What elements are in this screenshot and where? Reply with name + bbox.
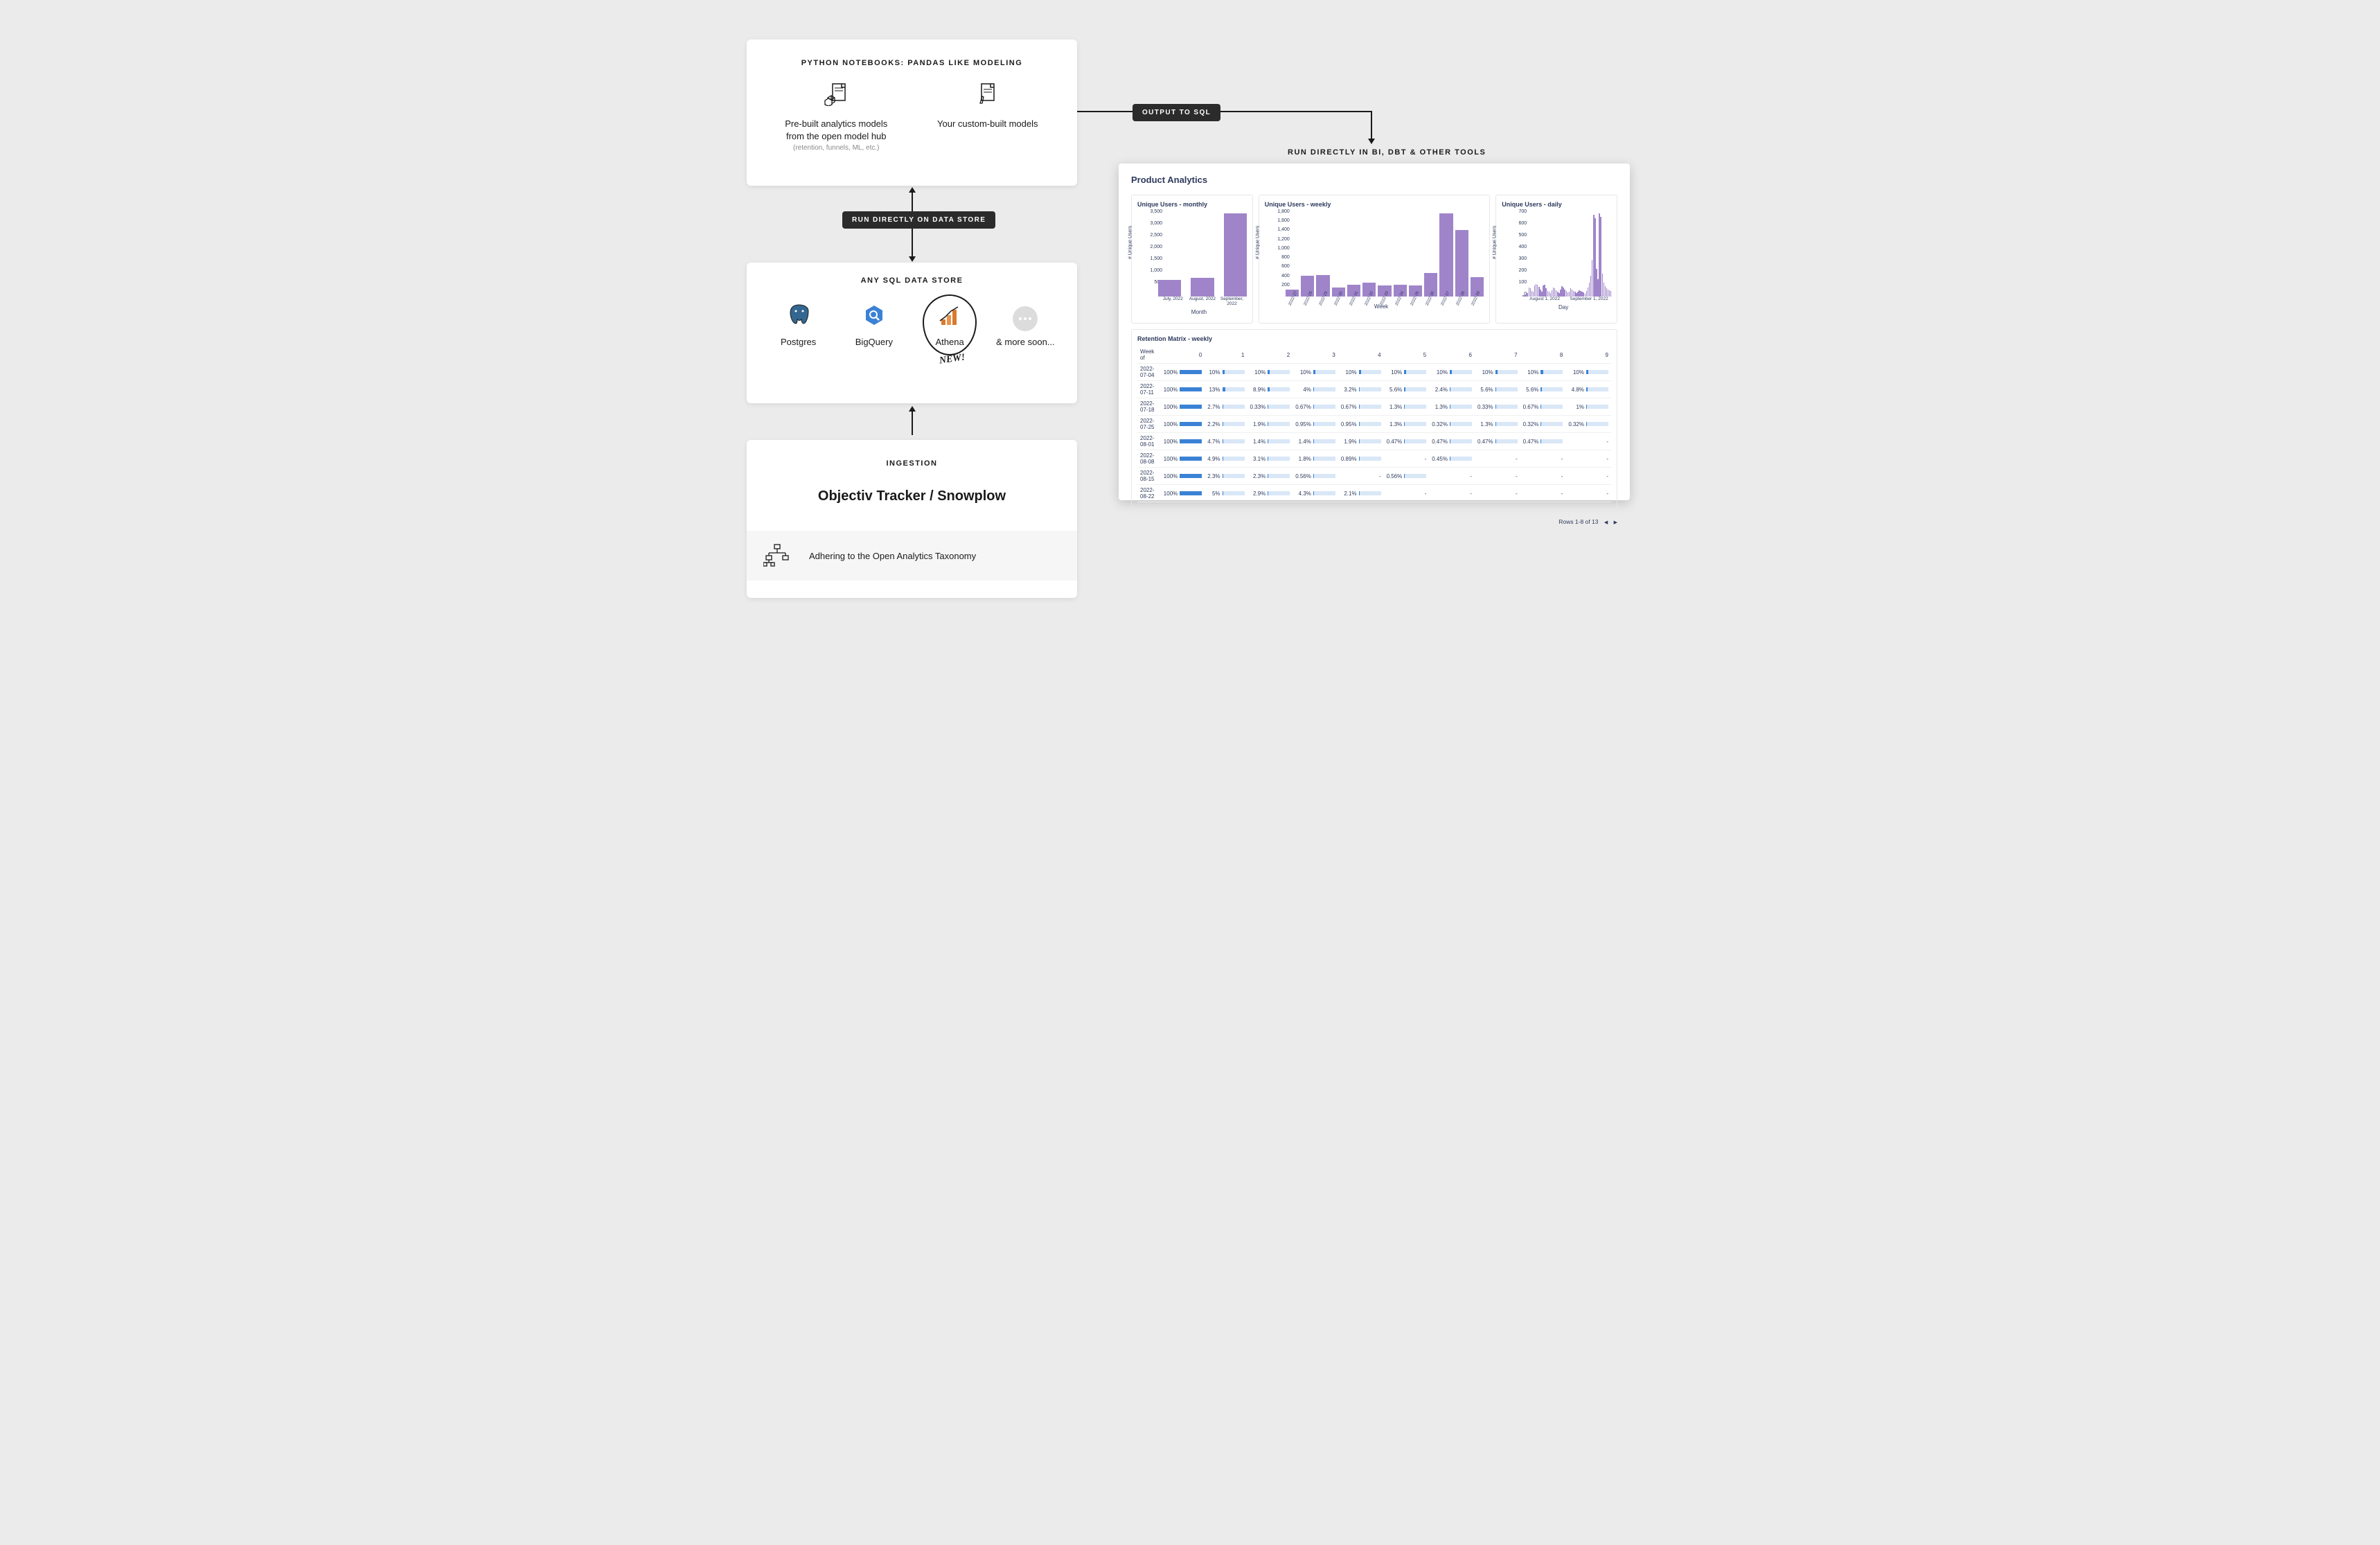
table-row: 2022-08-22100%5%2.9%4.3%2.1%----- <box>1137 485 1611 502</box>
ingestion-card: INGESTION Objectiv Tracker / Snowplow Ad… <box>747 440 1077 598</box>
table-row: 2022-07-11100%13%8.9%4%3.2%5.6%2.4%5.6%5… <box>1137 381 1611 398</box>
retention-body: 2022-07-04100%10%10%10%10%10%10%10%10%10… <box>1137 364 1611 502</box>
retention-table: Week of0123456789 2022-07-04100%10%10%10… <box>1137 346 1611 502</box>
bars-monthly <box>1158 213 1247 297</box>
taxonomy-text: Adhering to the Open Analytics Taxonomy <box>809 551 976 561</box>
table-row: 2022-08-01100%4.7%1.4%1.4%1.9%0.47%0.47%… <box>1137 433 1611 450</box>
store-bigquery: BigQuery <box>840 303 909 347</box>
taxonomy-row: Adhering to the Open Analytics Taxonomy <box>747 531 1077 581</box>
retention-header-row: Week of0123456789 <box>1137 346 1611 364</box>
bars-weekly <box>1286 213 1484 297</box>
output-sql-pill: OUTPUT TO SQL <box>1133 104 1220 121</box>
model-hub-icon <box>824 82 848 106</box>
arrow-store-down <box>909 256 916 262</box>
custom-text: Your custom-built models <box>918 118 1057 130</box>
arrow-ingest-head <box>909 406 916 412</box>
table-row: 2022-08-08100%4.9%3.1%1.8%0.89%-0.45%--- <box>1137 450 1611 468</box>
document-edit-icon <box>976 82 1000 106</box>
prebuilt-line2: from the open model hub <box>767 130 905 143</box>
tracker-title: Objectiv Tracker / Snowplow <box>761 488 1063 504</box>
chart-monthly: Unique Users - monthly # Unique Users 3,… <box>1131 195 1253 324</box>
prebuilt-models-col: Pre-built analytics models from the open… <box>767 82 905 152</box>
more-icon <box>1013 306 1038 331</box>
chart-weekly: Unique Users - weekly # Unique Users 1,8… <box>1259 195 1490 324</box>
custom-models-col: Your custom-built models <box>918 82 1057 152</box>
next-page-icon[interactable]: ▶ <box>1614 520 1617 525</box>
stores-card: ANY SQL DATA STORE Postgres BigQuery <box>747 263 1077 403</box>
prebuilt-line1: Pre-built analytics models <box>767 118 905 130</box>
table-row: 2022-07-25100%2.2%1.9%0.95%0.95%1.3%0.32… <box>1137 416 1611 433</box>
notebooks-card: PYTHON NOTEBOOKS: PANDAS LIKE MODELING P… <box>747 39 1077 186</box>
bars-daily <box>1522 213 1611 297</box>
taxonomy-icon <box>763 543 791 568</box>
x-labels-monthly: July, 2022August, 2022September, 2022 <box>1158 297 1247 306</box>
store-more: & more soon... <box>991 306 1060 347</box>
dashboard-card: Product Analytics Unique Users - monthly… <box>1119 164 1630 500</box>
architecture-diagram: PYTHON NOTEBOOKS: PANDAS LIKE MODELING P… <box>714 0 1666 618</box>
table-row: 2022-07-18100%2.7%0.33%0.67%0.67%1.3%1.3… <box>1137 398 1611 416</box>
ingestion-title: INGESTION <box>761 459 1063 468</box>
store-postgres: Postgres <box>764 303 833 347</box>
new-badge: NEW! <box>939 352 966 367</box>
store-athena: Athena NEW! <box>915 303 984 347</box>
x-labels-weekly: 2022-272022-282022-292022-302022-312022-… <box>1286 297 1484 301</box>
prev-page-icon[interactable]: ◀ <box>1604 520 1608 525</box>
chart-daily: Unique Users - daily # Unique Users 7006… <box>1495 195 1617 324</box>
arrow-store-up <box>909 187 916 193</box>
postgres-icon <box>786 303 811 328</box>
table-row: 2022-07-04100%10%10%10%10%10%10%10%10%10… <box>1137 364 1611 381</box>
stores-title: ANY SQL DATA STORE <box>761 276 1063 285</box>
rows-info: Rows 1-8 of 13 ◀ ▶ <box>1131 518 1617 525</box>
arrow-ingest-line <box>912 410 913 435</box>
bigquery-icon <box>862 303 887 328</box>
arrow-output-sql-h <box>1077 111 1371 112</box>
x-labels-daily: August 1, 2022September 1, 2022 <box>1522 297 1611 301</box>
run-on-store-pill: RUN DIRECTLY ON DATA STORE <box>842 211 995 229</box>
athena-icon <box>937 303 962 328</box>
notebooks-title: PYTHON NOTEBOOKS: PANDAS LIKE MODELING <box>761 59 1063 67</box>
arrow-output-sql-v <box>1371 111 1372 139</box>
run-in-bi-label: RUN DIRECTLY IN BI, DBT & OTHER TOOLS <box>1288 148 1486 157</box>
arrow-output-sql-head <box>1368 139 1375 144</box>
prebuilt-sub: (retention, funnels, ML, etc.) <box>767 144 905 152</box>
table-row: 2022-08-15100%2.3%2.3%0.56%-0.56%---- <box>1137 468 1611 485</box>
retention-panel: Retention Matrix - weekly Week of0123456… <box>1131 329 1617 509</box>
dashboard-title: Product Analytics <box>1131 175 1617 185</box>
